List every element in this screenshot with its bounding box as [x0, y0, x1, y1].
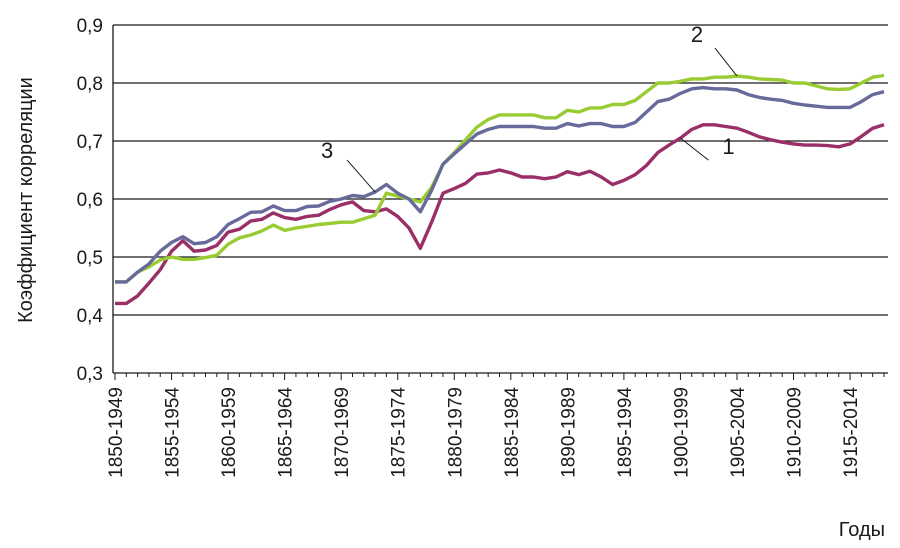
y-tick-label: 0,8	[77, 74, 103, 95]
y-tick-label: 0,6	[77, 190, 103, 211]
y-tick-labels: 0,3 0,4 0,5 0,6 0,7 0,8 0,9	[77, 16, 104, 385]
x-tick-label: 1860-1959	[219, 387, 240, 478]
y-tick-label: 0,9	[77, 16, 103, 37]
y-tick-label: 0,4	[77, 306, 104, 327]
y-tick-label: 0,5	[77, 248, 103, 269]
x-tick-label: 1850-1949	[106, 387, 127, 478]
gridlines	[113, 24, 888, 316]
x-tick-label: 1870-1969	[332, 387, 353, 478]
y-tick-label: 0,3	[77, 364, 103, 385]
x-tick-label: 1900-1999	[671, 387, 692, 478]
x-tick-labels: 1850-1949 1855-1954 1860-1959 1865-1964 1870…	[106, 387, 862, 478]
series-leader-3	[346, 159, 376, 193]
series-label-2: 2	[691, 22, 703, 47]
series-lines	[115, 73, 885, 306]
x-tick-label: 1890-1989	[558, 387, 579, 478]
series-label-3: 3	[321, 138, 333, 163]
series-line-1	[115, 123, 885, 306]
series-label-1: 1	[722, 134, 734, 159]
x-tick-label: 1885-1984	[502, 387, 523, 478]
x-tick-label: 1895-1994	[615, 387, 636, 478]
x-tick-label: 1915-2014	[841, 387, 862, 478]
x-axis-title: Годы	[839, 519, 885, 541]
x-tick-label: 1865-1964	[276, 387, 297, 478]
series-leader-2	[714, 47, 738, 77]
y-tick-label: 0,7	[77, 132, 103, 153]
x-tick-label: 1855-1954	[163, 387, 184, 478]
axes	[112, 25, 888, 380]
y-axis-title: Коэффициент корреляции	[15, 77, 37, 323]
series-tags: 1 2 3	[321, 22, 738, 193]
series-leader-1	[680, 137, 709, 161]
x-tick-label: 1875-1974	[389, 387, 410, 478]
x-tick-label: 1905-2004	[728, 387, 749, 478]
series-line-2	[115, 73, 885, 284]
x-tick-label: 1880-1979	[445, 387, 466, 478]
series-line-3	[115, 85, 885, 284]
x-tick-label: 1910-2009	[785, 387, 806, 478]
